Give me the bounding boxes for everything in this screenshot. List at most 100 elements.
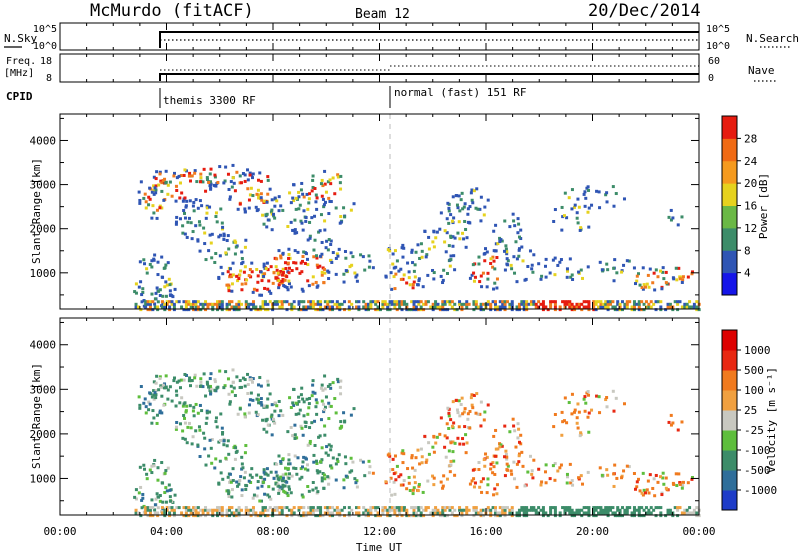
power-cell	[292, 261, 296, 265]
power-cell	[220, 227, 224, 231]
power-cell	[449, 254, 453, 258]
power-cell	[144, 200, 148, 204]
velocity-cell	[254, 410, 258, 414]
power-cell	[510, 308, 514, 312]
power-cell	[168, 180, 172, 184]
velocity-cell	[290, 508, 294, 512]
power-cell	[632, 308, 636, 312]
power-cell	[168, 308, 172, 312]
power-cell	[659, 308, 663, 312]
velocity-cell	[220, 426, 224, 430]
power-cell	[676, 223, 680, 227]
power-cell	[388, 308, 392, 312]
power-cell	[158, 204, 162, 208]
velocity-cell	[229, 480, 233, 484]
power-cell	[187, 308, 191, 312]
velocity-cell	[649, 511, 653, 515]
power-cell	[155, 170, 159, 174]
power-cell	[666, 305, 670, 309]
velocity-cell	[164, 469, 168, 473]
power-cell	[319, 302, 323, 306]
velocity-cell	[286, 430, 290, 434]
velocity-cell	[652, 477, 656, 481]
power-cell	[417, 300, 421, 304]
velocity-cell	[400, 514, 404, 518]
velocity-colorbar-bin-0	[722, 490, 737, 511]
velocity-cell	[279, 461, 283, 465]
velocity-cell	[645, 488, 649, 492]
power-cell	[307, 305, 311, 309]
power-cell	[248, 193, 252, 197]
velocity-cell	[455, 514, 459, 518]
velocity-cell	[329, 448, 333, 452]
power-cell	[511, 212, 515, 216]
velocity-cell	[280, 506, 284, 510]
velocity-cell	[263, 477, 267, 481]
velocity-cell	[213, 378, 217, 382]
power-cell	[466, 207, 470, 211]
velocity-cell	[305, 463, 309, 467]
velocity-cell	[616, 508, 620, 512]
velocity-cell	[259, 514, 263, 518]
power-cell	[150, 259, 154, 263]
velocity-cell	[366, 514, 370, 518]
velocity-cell	[284, 472, 288, 476]
velocity-cell	[420, 455, 424, 459]
power-cell	[587, 308, 591, 312]
power-cell	[517, 305, 521, 309]
power-cell	[241, 260, 245, 264]
velocity-cell	[669, 423, 673, 427]
velocity-cell	[142, 504, 146, 508]
velocity-cell	[314, 398, 318, 402]
velocity-cell	[183, 416, 187, 420]
velocity-cell	[152, 464, 156, 468]
power-cell	[334, 206, 338, 210]
velocity-cell	[579, 431, 583, 435]
velocity-cell	[348, 470, 352, 474]
power-cell	[414, 308, 418, 312]
power-cell	[156, 300, 160, 304]
power-cell	[263, 286, 267, 290]
power-cell	[170, 194, 174, 198]
power-cell	[508, 225, 512, 229]
velocity-cell	[297, 506, 301, 510]
power-cell	[447, 221, 451, 225]
power-cell	[442, 268, 446, 272]
velocity-cell	[192, 506, 196, 510]
velocity-cell	[675, 484, 679, 488]
power-cell	[671, 216, 675, 220]
velocity-cell	[479, 511, 483, 515]
nsearch-tick-bottom: 10^0	[706, 41, 730, 52]
power-cell	[423, 229, 427, 233]
velocity-cell	[231, 467, 235, 471]
power-cell	[336, 173, 340, 177]
power-cell	[618, 308, 622, 312]
velocity-cell	[441, 511, 445, 515]
power-cell	[230, 305, 234, 309]
power-cell	[395, 259, 399, 263]
velocity-cell	[400, 451, 404, 455]
velocity-cell	[170, 506, 174, 510]
power-cell	[290, 305, 294, 309]
velocity-cell	[613, 463, 617, 467]
velocity-cell	[279, 459, 283, 463]
velocity-cell	[333, 397, 337, 401]
velocity-cell	[209, 392, 213, 396]
velocity-cell	[479, 424, 483, 428]
velocity-cell	[300, 475, 304, 479]
power-cell	[306, 263, 310, 267]
velocity-cell	[327, 482, 331, 486]
power-cell	[250, 270, 254, 274]
power-cell	[438, 227, 442, 231]
power-cell	[256, 188, 260, 192]
power-cell	[647, 285, 651, 289]
power-cell	[573, 308, 577, 312]
freq-unit-label: [MHz]	[4, 68, 34, 79]
velocity-cell	[148, 514, 152, 518]
velocity-cell	[321, 514, 325, 518]
velocity-cell	[288, 462, 292, 466]
velocity-cell	[443, 508, 447, 512]
velocity-cell	[528, 454, 532, 458]
power-cell	[293, 218, 297, 222]
velocity-cell	[203, 447, 207, 451]
